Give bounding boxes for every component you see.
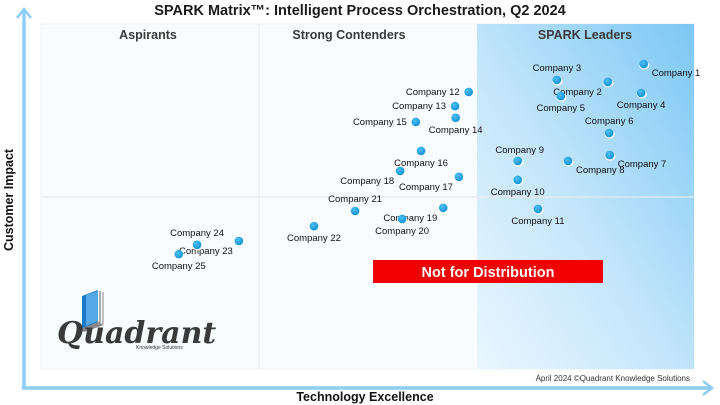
data-point: Company 23: [179, 236, 245, 257]
data-point: Company 11: [511, 204, 565, 227]
point-label: Company 20: [375, 226, 429, 237]
point-label: Company 11: [511, 216, 564, 227]
point-marker: [603, 77, 613, 87]
point-label: Company 19: [383, 213, 437, 224]
quadrant-label-spark-leaders: SPARK Leaders: [538, 28, 632, 42]
point-marker: [450, 101, 460, 111]
data-point: Company 18: [340, 166, 406, 187]
banner-text: Not for Distribution: [422, 265, 555, 281]
point-marker: [454, 172, 464, 182]
book-icon: [80, 290, 104, 332]
point-marker: [513, 175, 522, 185]
point-label: Company 9: [495, 145, 544, 156]
point-label: Company 15: [353, 117, 407, 128]
point-label: Company 12: [406, 87, 460, 98]
y-axis-arrow-icon: [16, 6, 32, 19]
point-marker: [636, 88, 646, 98]
point-marker: [556, 91, 566, 101]
data-point: Company 16: [394, 146, 448, 169]
point-label: Company 2: [553, 87, 602, 98]
data-point: Company 15: [353, 117, 422, 128]
point-marker: [192, 240, 202, 250]
point-label: Company 25: [152, 261, 206, 272]
point-label: Company 1: [652, 68, 701, 79]
point-label: Company 7: [618, 159, 667, 170]
point-marker: [639, 59, 649, 69]
point-label: Company 3: [533, 63, 582, 74]
data-point: Company 17: [399, 172, 465, 193]
y-axis-label: Customer Impact: [2, 148, 16, 251]
data-point: Company 9: [495, 145, 544, 167]
point-marker: [464, 87, 474, 97]
data-point: Company 5: [536, 91, 585, 114]
logo-subtitle: Knowledge Solutions: [136, 345, 183, 351]
quadrant-label-aspirants: Aspirants: [119, 28, 177, 42]
point-marker: [350, 206, 360, 216]
point-marker: [234, 236, 244, 246]
data-point: Company 21: [328, 194, 382, 217]
data-point: Company 14: [429, 113, 483, 136]
point-label: Company 5: [536, 103, 585, 114]
quadrant-label-strong-contenders: Strong Contenders: [292, 28, 405, 42]
point-label: Company 24: [170, 228, 224, 239]
point-label: Company 21: [328, 194, 382, 205]
point-marker: [605, 150, 615, 160]
copyright-text: April 2024 ©Quadrant Knowledge Solutions: [536, 374, 690, 383]
chart-title: SPARK Matrix™: Intelligent Process Orche…: [154, 3, 566, 19]
point-marker: [563, 156, 573, 166]
point-label: Company 23: [179, 246, 233, 257]
not-for-distribution-banner: [373, 260, 603, 283]
data-point: Company 24: [170, 228, 224, 251]
point-label: Company 16: [394, 158, 448, 169]
point-label: Company 17: [399, 182, 453, 193]
point-marker: [174, 249, 184, 259]
x-axis-arrow-icon: [702, 380, 715, 396]
point-marker: [438, 203, 448, 213]
data-point: Company 12: [406, 87, 475, 98]
data-point: Company 7: [605, 150, 667, 170]
data-point: Company 2: [553, 77, 614, 98]
point-marker: [604, 128, 614, 138]
data-point: Company 20: [375, 214, 429, 237]
point-marker: [395, 166, 405, 176]
data-point: Company 8: [563, 156, 625, 176]
x-axis-label: Technology Excellence: [296, 390, 433, 404]
logo-wordmark: Quadrant: [57, 316, 216, 351]
data-point: Company 6: [585, 116, 634, 139]
point-marker: [411, 117, 421, 127]
data-point: Company 10: [491, 175, 545, 198]
data-point: Company 4: [617, 88, 666, 111]
point-label: Company 10: [491, 187, 545, 198]
point-marker: [552, 75, 562, 85]
points-layer: Company 1 Company 2 Company 3 Company 4 Comp…: [152, 59, 701, 272]
data-point: Company 13: [392, 101, 461, 112]
point-label: Company 13: [392, 101, 446, 112]
point-marker: [309, 221, 319, 231]
point-label: Company 22: [287, 233, 341, 244]
data-point: Company 22: [287, 221, 341, 244]
point-marker: [416, 146, 426, 156]
point-marker: [533, 204, 543, 214]
data-point: Company 25: [152, 249, 206, 272]
data-point: Company 1: [639, 59, 701, 79]
point-label: Company 4: [617, 100, 666, 111]
point-label: Company 8: [576, 165, 625, 176]
point-label: Company 18: [340, 176, 394, 187]
point-label: Company 14: [429, 125, 483, 136]
point-marker: [397, 214, 407, 224]
point-marker: [513, 156, 522, 166]
data-point: Company 3: [533, 63, 582, 86]
data-point: Company 19: [383, 203, 450, 224]
quadrant-logo: Quadrant Knowledge Solutions: [57, 290, 216, 351]
point-marker: [451, 113, 460, 123]
point-label: Company 6: [585, 116, 634, 127]
